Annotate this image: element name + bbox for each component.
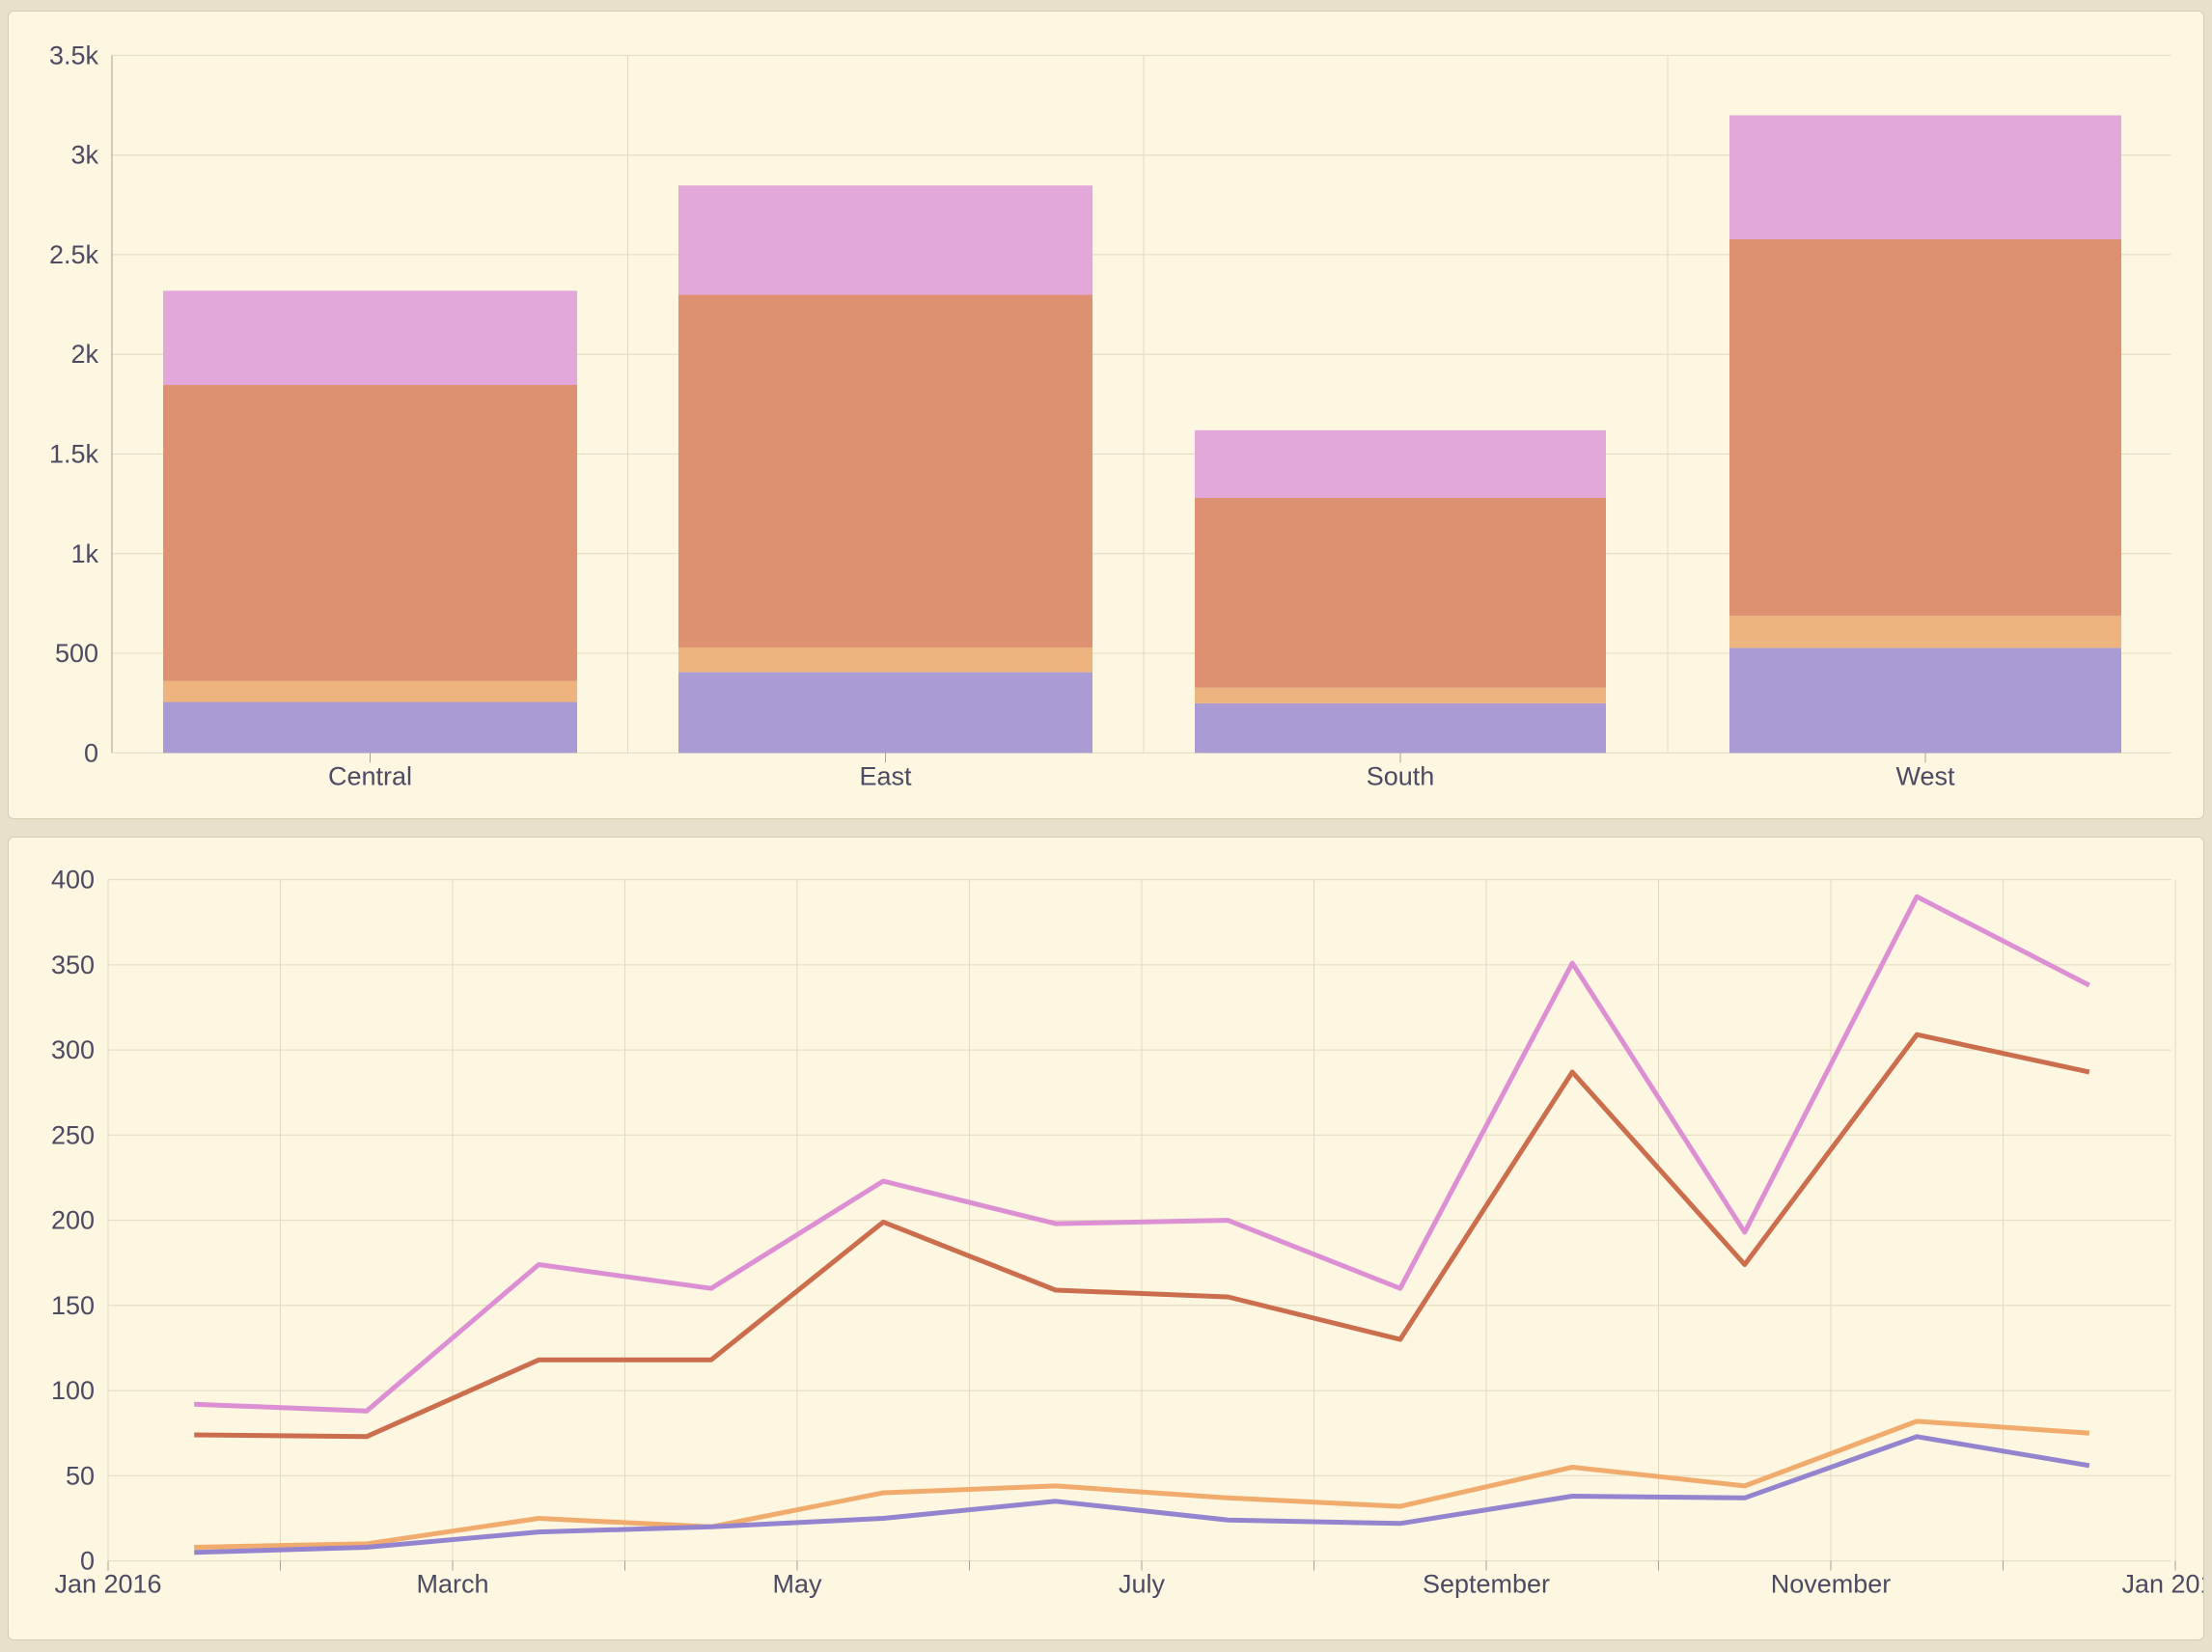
svg-text:West: West [1895, 761, 1955, 790]
svg-text:200: 200 [51, 1206, 95, 1235]
svg-text:300: 300 [51, 1035, 95, 1064]
svg-text:March: March [416, 1570, 488, 1599]
svg-text:November: November [1771, 1570, 1892, 1599]
svg-text:1k: 1k [70, 539, 98, 568]
svg-text:Jan 2017: Jan 2017 [2121, 1570, 2204, 1599]
svg-text:3k: 3k [70, 141, 98, 170]
svg-text:250: 250 [51, 1120, 95, 1149]
svg-text:3.5k: 3.5k [49, 41, 99, 69]
svg-text:South: South [1367, 761, 1435, 790]
svg-text:150: 150 [51, 1291, 95, 1320]
svg-text:2k: 2k [70, 340, 98, 369]
svg-text:0: 0 [84, 738, 98, 767]
svg-text:50: 50 [66, 1461, 95, 1490]
svg-text:500: 500 [55, 639, 98, 668]
svg-text:Central: Central [328, 761, 412, 790]
svg-text:2.5k: 2.5k [49, 240, 99, 269]
svg-text:1.5k: 1.5k [49, 440, 99, 469]
svg-text:East: East [859, 761, 912, 790]
svg-text:September: September [1423, 1570, 1550, 1599]
svg-text:July: July [1119, 1570, 1166, 1599]
svg-text:100: 100 [51, 1376, 95, 1405]
svg-text:400: 400 [51, 866, 95, 895]
svg-text:Jan 2016: Jan 2016 [54, 1570, 161, 1599]
svg-text:May: May [772, 1570, 822, 1599]
svg-text:350: 350 [51, 950, 95, 979]
